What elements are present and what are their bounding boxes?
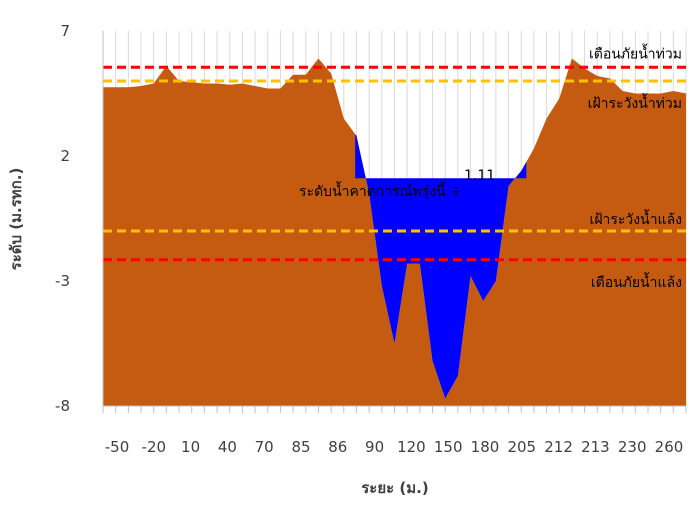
x-tick-label: -20 xyxy=(142,438,167,456)
x-tick-label: 205 xyxy=(507,438,536,456)
ground-profile-area xyxy=(103,58,686,406)
x-tick-label: 10 xyxy=(181,438,200,456)
x-tick-label: 85 xyxy=(291,438,310,456)
reference-line-label: เตือนภัยน้ำแล้ง xyxy=(591,272,682,291)
x-axis-title: ระยะ (ม.) xyxy=(361,479,428,497)
y-tick-label: -8 xyxy=(55,397,70,415)
water-level-value: 1.11 xyxy=(464,168,495,184)
x-tick-label: 213 xyxy=(581,438,610,456)
x-tick-label: 86 xyxy=(328,438,347,456)
y-tick-label: 7 xyxy=(60,22,70,40)
x-tick-label: 40 xyxy=(218,438,237,456)
reference-line-label: เตือนภัยน้ำท่วม xyxy=(589,43,682,62)
y-axis-title: ระดับ (ม.รทก.) xyxy=(7,168,25,271)
x-tick-label: 260 xyxy=(655,438,684,456)
y-tick-label: 2 xyxy=(60,147,70,165)
x-tick-label: 90 xyxy=(365,438,384,456)
water-level-forecast-area xyxy=(355,134,527,399)
x-tick-label: 120 xyxy=(397,438,426,456)
annotations: เตือนภัยน้ำท่วมเฝ้าระวังน้ำท่วมเฝ้าระวัง… xyxy=(588,43,682,291)
x-tick-label: 212 xyxy=(544,438,573,456)
reference-line-label: เฝ้าระวังน้ำแล้ง xyxy=(590,209,682,228)
reference-line-label: เฝ้าระวังน้ำท่วม xyxy=(588,93,682,112)
y-tick-label: -3 xyxy=(55,272,70,290)
y-axis-tick-labels: 7 2 -3 -8 xyxy=(55,22,70,415)
x-tick-label: 70 xyxy=(255,438,274,456)
x-axis-tick-marks xyxy=(102,406,687,413)
water-level-label: ระดับน้ำคาดการณ์พรุ่งนี้ + xyxy=(299,181,462,200)
x-tick-label: 230 xyxy=(618,438,647,456)
x-tick-label: 180 xyxy=(471,438,500,456)
x-tick-label: 150 xyxy=(434,438,463,456)
x-tick-label: -50 xyxy=(105,438,130,456)
x-axis-tick-labels: -50 -20 10 40 70 85 86 90 120 150 180 205 212 213 230 2… xyxy=(105,438,684,456)
